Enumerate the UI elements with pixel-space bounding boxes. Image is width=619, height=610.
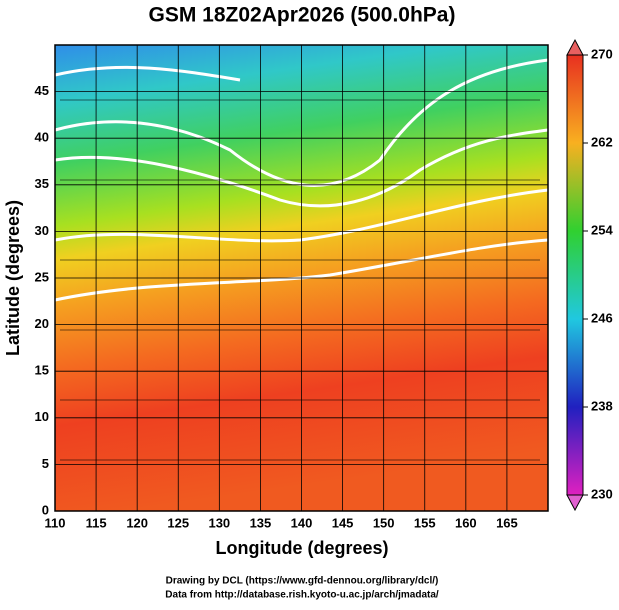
x-tick-label: 140 [291,515,313,530]
y-tick-label: 10 [35,409,49,424]
x-tick-label: 115 [86,515,107,530]
colorbar-tick-label: 238 [591,398,613,413]
x-tick-label: 120 [126,515,148,530]
y-tick-label: 40 [35,130,49,145]
streamlines [60,99,540,461]
contours [54,58,549,302]
x-tick-label: 130 [208,515,230,530]
x-tick-label: 165 [496,515,518,530]
x-tick-label: 160 [455,515,477,530]
colorbar-tick-label: 230 [591,486,613,501]
y-tick-label: 45 [35,83,49,98]
x-tick-label: 110 [45,515,66,530]
y-tick-label: 0 [42,502,49,517]
colorbar-min-arrow [566,494,584,512]
x-tick-label: 155 [414,515,436,530]
colorbar [566,54,584,496]
credit-line: Data from http://database.rish.kyoto-u.a… [165,590,439,601]
colorbar-tick-label: 270 [591,46,613,61]
y-tick-label: 15 [35,363,49,378]
colorbar-tick-label: 246 [591,310,613,325]
y-tick-label: 25 [35,269,49,284]
colorbar-max-arrow [566,38,584,56]
colorbar-tick-label: 254 [591,222,613,237]
x-tick-label: 135 [250,515,272,530]
y-tick-label: 30 [35,223,49,238]
y-tick-label: 35 [35,176,49,191]
y-tick-label: 5 [42,456,49,471]
y-axis-label: Latitude (degrees) [3,200,23,356]
x-tick-label: 150 [373,515,395,530]
x-tick-label: 125 [167,515,189,530]
x-tick-label: 145 [332,515,354,530]
y-tick-label: 20 [35,316,49,331]
x-axis-label: Longitude (degrees) [215,538,388,558]
colorbar-tick-label: 262 [591,134,613,149]
chart-title: GSM 18Z02Apr2026 (500.0hPa) [149,4,456,27]
credit-line: Drawing by DCL (https://www.gfd-dennou.o… [166,576,439,587]
